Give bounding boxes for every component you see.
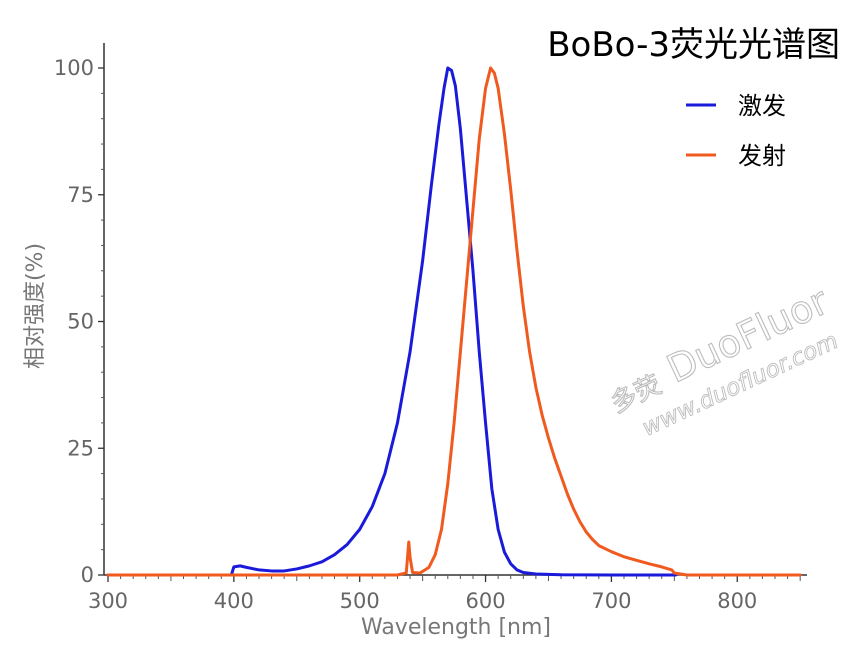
y-axis-label: 相对强度(%)	[23, 243, 48, 369]
x-tick-label-400: 400	[214, 589, 254, 613]
x-tick-label-700: 700	[591, 589, 631, 613]
x-tick-label-300: 300	[88, 589, 128, 613]
y-tick-label-0: 0	[81, 563, 94, 587]
watermark: 多荧 DuoFluor www.duofluor.com	[606, 278, 843, 442]
y-tick-label-50: 50	[67, 310, 94, 334]
y-tick-label-75: 75	[67, 183, 94, 207]
x-axis-label: Wavelength [nm]	[361, 615, 551, 640]
axes: 300 400 500 600 700 800 0 25 50 75 100	[54, 43, 807, 613]
x-tick-label-600: 600	[466, 589, 506, 613]
x-tick-label-500: 500	[340, 589, 380, 613]
series-line-0	[106, 66, 678, 577]
legend-label-1: 发射	[738, 142, 786, 170]
y-tick-label-100: 100	[54, 56, 94, 80]
y-tick-label-25: 25	[67, 436, 94, 460]
legend-label-0: 激发	[738, 92, 786, 120]
plot-area	[106, 66, 802, 577]
x-tick-label-800: 800	[717, 589, 757, 613]
chart-title: BoBo-3荧光光谱图	[547, 25, 840, 65]
series-line-1	[106, 66, 802, 577]
